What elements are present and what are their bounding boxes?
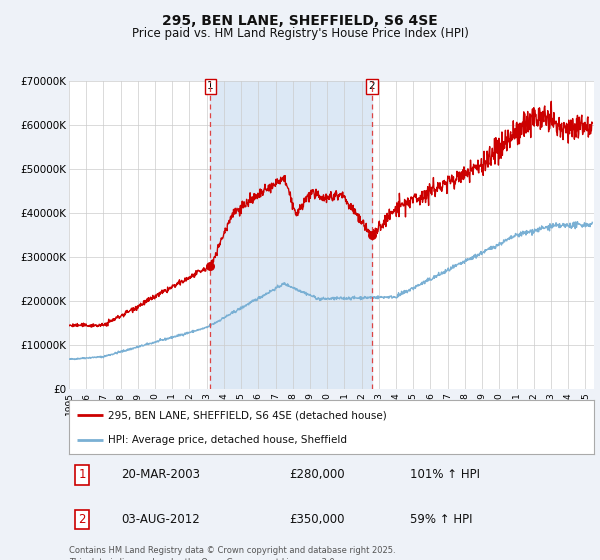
Text: 2: 2 [368, 81, 375, 91]
Text: 59% ↑ HPI: 59% ↑ HPI [410, 513, 473, 526]
Text: 295, BEN LANE, SHEFFIELD, S6 4SE (detached house): 295, BEN LANE, SHEFFIELD, S6 4SE (detach… [109, 410, 387, 421]
Text: Price paid vs. HM Land Registry's House Price Index (HPI): Price paid vs. HM Land Registry's House … [131, 27, 469, 40]
Text: £350,000: £350,000 [290, 513, 345, 526]
Point [367, 231, 377, 240]
Text: 295, BEN LANE, SHEFFIELD, S6 4SE: 295, BEN LANE, SHEFFIELD, S6 4SE [162, 14, 438, 28]
Text: £280,000: £280,000 [290, 468, 345, 482]
Text: 2: 2 [79, 513, 86, 526]
Text: Contains HM Land Registry data © Crown copyright and database right 2025.
This d: Contains HM Land Registry data © Crown c… [69, 546, 395, 560]
Text: 101% ↑ HPI: 101% ↑ HPI [410, 468, 480, 482]
Point [206, 262, 215, 270]
Text: 1: 1 [79, 468, 86, 482]
Text: HPI: Average price, detached house, Sheffield: HPI: Average price, detached house, Shef… [109, 435, 347, 445]
Text: 20-MAR-2003: 20-MAR-2003 [121, 468, 200, 482]
Text: 03-AUG-2012: 03-AUG-2012 [121, 513, 200, 526]
Bar [211, 81, 372, 389]
Text: 1: 1 [207, 81, 214, 91]
